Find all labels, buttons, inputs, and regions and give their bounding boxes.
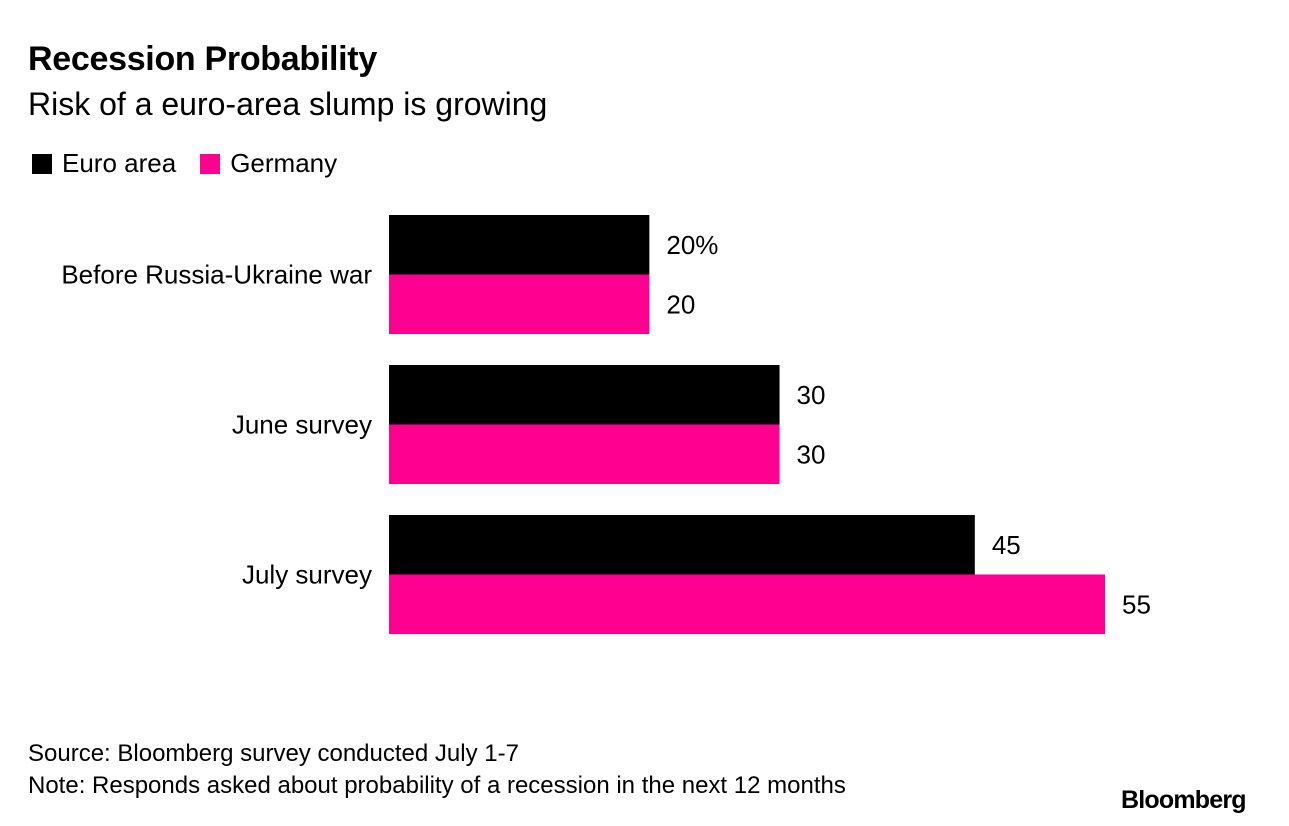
value-label-germany-before-russia-ukraine-war: 20: [666, 289, 695, 319]
bar-germany-june-survey: [389, 424, 780, 484]
legend-label-euro-area: Euro area: [62, 148, 177, 178]
footnote: Note: Responds asked about probability o…: [28, 772, 846, 799]
source-note: Source: Bloomberg survey conducted July …: [28, 740, 519, 767]
bar-euro-area-before-russia-ukraine-war: [389, 215, 650, 275]
chart-title: Recession Probability: [28, 40, 377, 78]
value-label-euro-area-july-survey: 45: [992, 530, 1021, 560]
value-label-germany-july-survey: 55: [1122, 589, 1151, 619]
legend-label-germany: Germany: [230, 148, 338, 178]
chart-subtitle: Risk of a euro-area slump is growing: [28, 86, 548, 122]
value-label-euro-area-before-russia-ukraine-war: 20%: [666, 230, 718, 260]
bar-euro-area-june-survey: [389, 365, 780, 425]
legend-swatch-euro-area: [32, 153, 52, 174]
legend-swatch-germany: [200, 153, 221, 174]
bar-germany-before-russia-ukraine-war: [389, 274, 650, 334]
bar-chart: Before Russia-Ukraine war 20% 20 June surve…: [61, 215, 1151, 634]
category-label-july-survey: July survey: [242, 560, 372, 590]
legend: Euro area Germany: [32, 148, 361, 179]
bloomberg-logo: Bloomberg: [1121, 786, 1247, 814]
legend-item-germany: Germany: [200, 148, 337, 179]
value-label-germany-june-survey: 30: [797, 439, 826, 469]
bar-germany-july-survey: [389, 574, 1105, 634]
legend-item-euro-area: Euro area: [32, 148, 176, 179]
value-label-euro-area-june-survey: 30: [797, 380, 826, 410]
bar-euro-area-july-survey: [389, 515, 975, 575]
category-label-june-survey: June survey: [232, 410, 372, 440]
category-label-before-russia-ukraine-war: Before Russia-Ukraine war: [61, 260, 372, 290]
